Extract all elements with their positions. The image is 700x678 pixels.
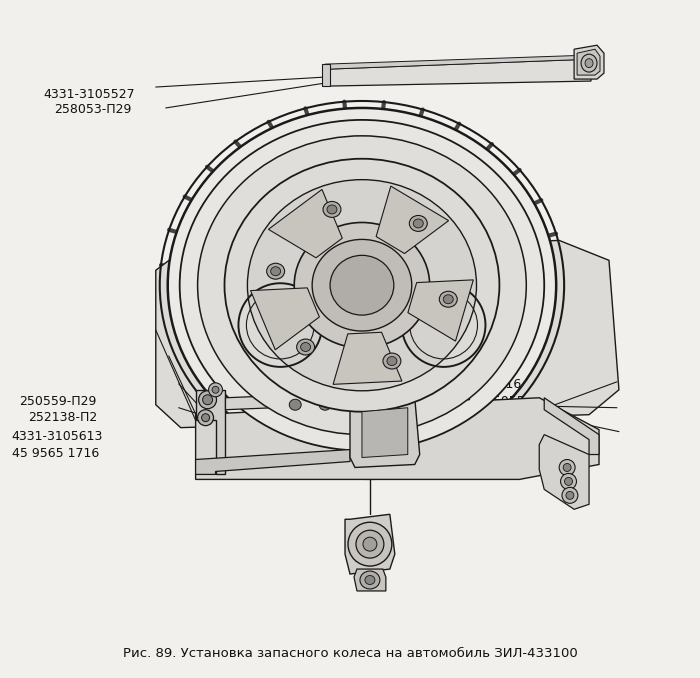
Ellipse shape	[202, 414, 209, 422]
Text: 4331-3105055: 4331-3105055	[434, 395, 526, 407]
Polygon shape	[325, 55, 591, 69]
Ellipse shape	[348, 522, 392, 566]
Ellipse shape	[225, 159, 499, 412]
Ellipse shape	[289, 399, 301, 410]
Ellipse shape	[330, 256, 394, 315]
Text: 250559-П29: 250559-П29	[19, 395, 96, 407]
Text: 45 9565 1716: 45 9565 1716	[434, 378, 521, 391]
Ellipse shape	[197, 136, 526, 435]
Polygon shape	[350, 398, 420, 467]
Ellipse shape	[271, 266, 281, 276]
Ellipse shape	[564, 477, 573, 485]
Polygon shape	[156, 241, 619, 428]
Polygon shape	[195, 398, 599, 479]
Ellipse shape	[410, 216, 427, 231]
Polygon shape	[268, 189, 342, 258]
Ellipse shape	[585, 59, 593, 68]
Polygon shape	[354, 569, 386, 591]
Ellipse shape	[561, 473, 577, 490]
Ellipse shape	[300, 342, 311, 351]
Ellipse shape	[443, 295, 454, 304]
Ellipse shape	[356, 530, 384, 558]
Polygon shape	[333, 332, 402, 384]
Ellipse shape	[413, 219, 424, 228]
Polygon shape	[225, 388, 470, 410]
Polygon shape	[376, 186, 449, 254]
Ellipse shape	[383, 353, 401, 369]
Polygon shape	[544, 398, 599, 454]
Ellipse shape	[319, 399, 331, 410]
Text: 252138-П2: 252138-П2	[28, 411, 97, 424]
Ellipse shape	[197, 410, 214, 426]
Polygon shape	[195, 450, 350, 475]
Text: 4331-3105527: 4331-3105527	[43, 88, 135, 101]
Ellipse shape	[180, 120, 544, 451]
Ellipse shape	[363, 537, 377, 551]
Ellipse shape	[294, 222, 430, 348]
Ellipse shape	[387, 357, 397, 365]
Polygon shape	[345, 515, 395, 574]
Ellipse shape	[247, 180, 477, 391]
Ellipse shape	[297, 339, 314, 355]
Polygon shape	[362, 407, 408, 458]
Ellipse shape	[267, 263, 285, 279]
Polygon shape	[539, 435, 589, 509]
Ellipse shape	[327, 205, 337, 214]
Ellipse shape	[360, 571, 380, 589]
Ellipse shape	[562, 487, 578, 503]
Polygon shape	[577, 49, 600, 75]
Polygon shape	[325, 59, 591, 86]
Ellipse shape	[199, 391, 216, 409]
Ellipse shape	[581, 54, 597, 72]
Ellipse shape	[168, 108, 556, 462]
Ellipse shape	[440, 292, 457, 307]
Ellipse shape	[212, 386, 219, 393]
Ellipse shape	[209, 383, 223, 397]
Ellipse shape	[312, 239, 412, 331]
Polygon shape	[195, 390, 225, 475]
Ellipse shape	[564, 464, 571, 471]
Ellipse shape	[349, 399, 361, 410]
Ellipse shape	[566, 492, 574, 499]
Text: Рис. 89. Установка запасного колеса на автомобиль ЗИЛ-433100: Рис. 89. Установка запасного колеса на а…	[122, 647, 577, 660]
Ellipse shape	[559, 460, 575, 475]
Ellipse shape	[379, 399, 391, 410]
Ellipse shape	[202, 395, 213, 405]
Text: 258053-П29: 258053-П29	[54, 103, 131, 116]
Polygon shape	[408, 280, 473, 341]
Text: 45 9565 1716: 45 9565 1716	[12, 447, 99, 460]
Polygon shape	[251, 288, 319, 350]
Text: 4331-3105613: 4331-3105613	[12, 430, 103, 443]
Text: 201614-П29: 201614-П29	[434, 412, 511, 425]
Polygon shape	[322, 64, 330, 86]
Ellipse shape	[323, 201, 341, 218]
Polygon shape	[574, 45, 604, 79]
Ellipse shape	[365, 576, 375, 584]
